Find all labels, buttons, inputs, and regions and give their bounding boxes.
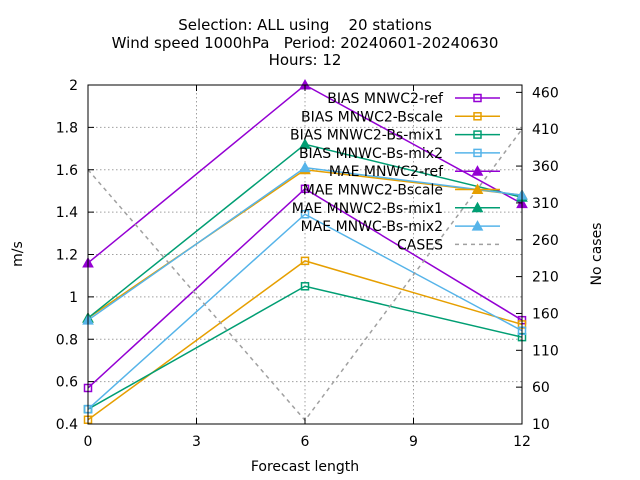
x-tick-label: 6	[301, 434, 310, 450]
legend-label: MAE MNWC2-ref	[329, 164, 444, 180]
legend-label: MAE MNWC-Bs-mix2	[301, 219, 443, 235]
y-tick-label: 1.8	[56, 120, 78, 136]
data-point	[300, 184, 310, 194]
series-line	[87, 213, 523, 410]
series-line	[87, 260, 523, 421]
legend-label: BIAS MNWC2-Bscale	[301, 109, 443, 125]
data-point	[299, 138, 311, 149]
y2-tick-label: 360	[532, 159, 559, 175]
legend-swatch-marker	[471, 201, 484, 213]
legend-entry-5: MAE MNWC2-Bscale	[303, 183, 500, 199]
legend-swatch-marker	[471, 183, 484, 194]
legend-entry-0: BIAS MNWC2-ref	[327, 91, 500, 107]
x-axis-label: Forecast length	[251, 459, 359, 475]
y2-tick-label: 260	[532, 233, 559, 249]
legend-label: MAE MNWC2-Bscale	[303, 183, 443, 199]
title-line-3: Hours: 12	[269, 51, 342, 69]
title-line-1: Selection: ALL using 20 stations	[178, 16, 432, 34]
y-tick-label: 1.2	[56, 248, 78, 264]
legend-label: MAE MNWC2-Bs-mix1	[292, 201, 443, 217]
y-tick-label: 1.6	[56, 163, 78, 179]
legend-entry-1: BIAS MNWC2-Bscale	[301, 109, 500, 125]
data-point	[300, 256, 310, 266]
y2-axis-label: No cases	[589, 223, 605, 286]
y-axis-label: m/s	[10, 241, 26, 267]
y2-tick-label: 110	[532, 343, 559, 359]
series-7	[82, 161, 528, 325]
y2-tick-label: 310	[532, 196, 559, 212]
legend-entry-7: MAE MNWC-Bs-mix2	[301, 219, 500, 235]
series-line	[87, 187, 523, 389]
x-tick-label: 9	[409, 434, 418, 450]
legend-entry-4: MAE MNWC2-ref	[329, 164, 500, 180]
legend-swatch-marker	[473, 130, 482, 139]
legend-label: CASES	[397, 237, 443, 253]
y-tick-label: 1	[69, 290, 78, 306]
y-tick-label: 0.8	[56, 332, 78, 348]
x-tick-label: 3	[192, 434, 201, 450]
legend-label: BIAS MNWC2-Bs-mix1	[290, 128, 443, 144]
legend-swatch-marker	[473, 112, 482, 121]
legend-swatch-marker	[471, 220, 484, 231]
y2-tick-label: 210	[532, 270, 559, 286]
legend-entry-2: BIAS MNWC2-Bs-mix1	[290, 128, 500, 144]
legend-label: BIAS MNWC-Bs-mix2	[299, 146, 443, 162]
legend-entry-6: MAE MNWC2-Bs-mix1	[292, 201, 500, 217]
series-line	[87, 285, 523, 410]
legend-label: BIAS MNWC2-ref	[327, 91, 444, 107]
legend: BIAS MNWC2-ref BIAS MNWC2-Bscale BIAS MNWC…	[290, 91, 500, 253]
data-point	[300, 209, 310, 219]
y-tick-label: 0.4	[56, 417, 78, 433]
y-tick-label: 0.6	[56, 375, 78, 391]
y2-tick-label: 460	[532, 85, 559, 101]
x-tick-label: 12	[513, 434, 531, 450]
data-point	[300, 282, 310, 291]
legend-swatch-marker	[471, 165, 484, 176]
y2-tick-label: 410	[532, 122, 559, 138]
y2-tick-label: 160	[532, 306, 559, 322]
x-tick-label: 0	[84, 434, 93, 450]
y2-tick-label: 10	[532, 417, 550, 433]
y-tick-label: 2	[69, 78, 78, 94]
y2-tick-label: 60	[532, 380, 550, 396]
legend-swatch-marker	[473, 148, 482, 158]
legend-entry-8: CASES	[397, 237, 500, 253]
chart-title: Selection: ALL using 20 stations Wind sp…	[112, 16, 499, 69]
title-line-2: Wind speed 1000hPa Period: 20240601-2024…	[112, 34, 499, 52]
data-point	[299, 161, 311, 173]
legend-entry-3: BIAS MNWC-Bs-mix2	[299, 146, 500, 162]
legend-swatch-marker	[473, 93, 482, 103]
y-tick-label: 1.4	[56, 205, 78, 221]
